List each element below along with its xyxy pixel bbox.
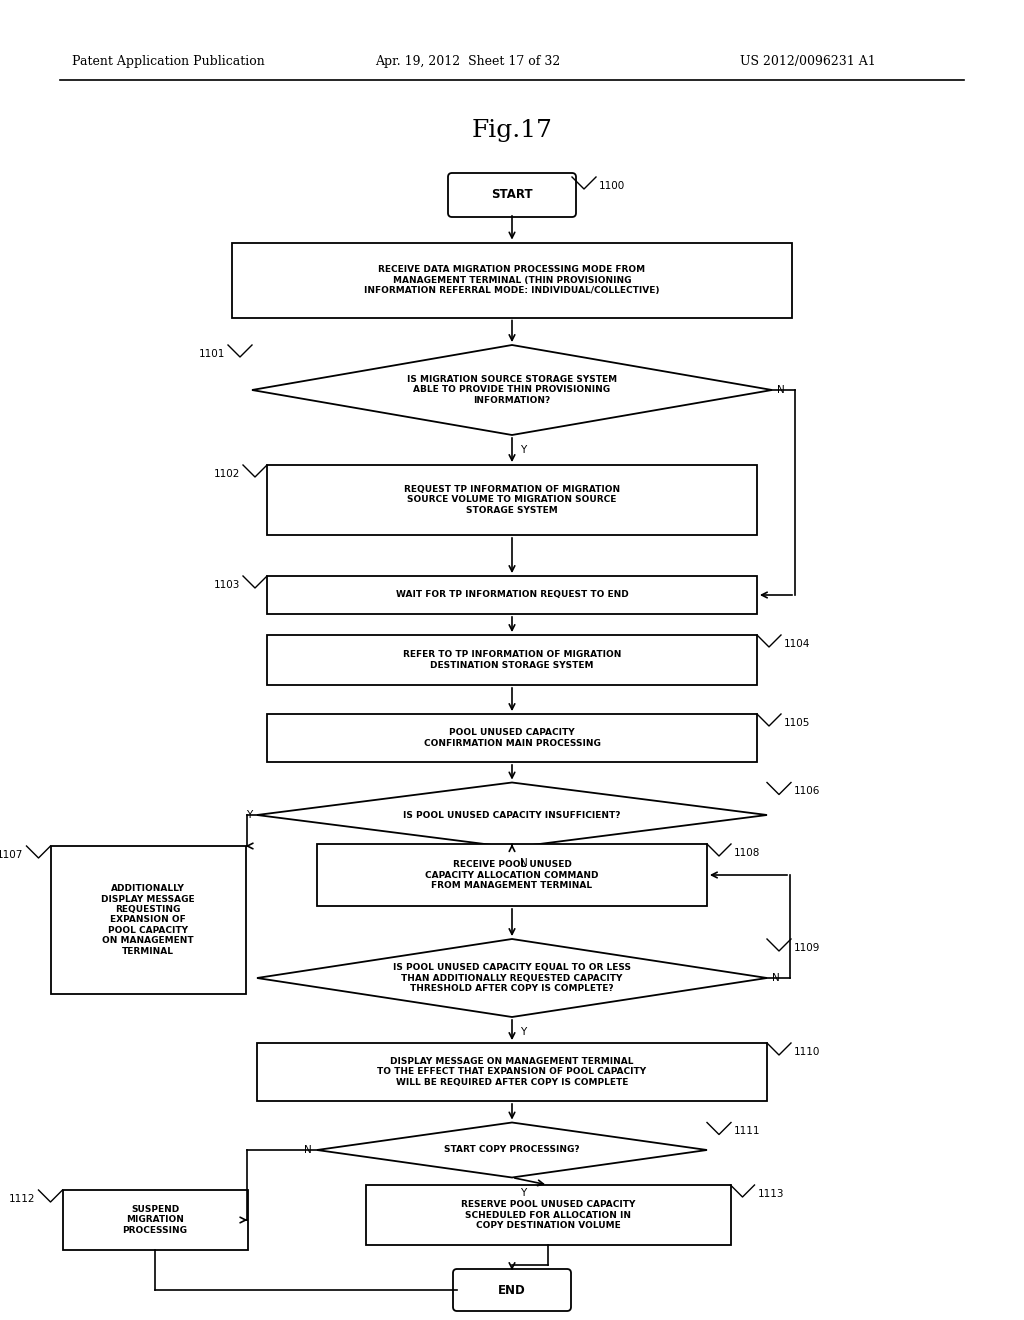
FancyBboxPatch shape — [453, 1269, 571, 1311]
Text: IS POOL UNUSED CAPACITY INSUFFICIENT?: IS POOL UNUSED CAPACITY INSUFFICIENT? — [403, 810, 621, 820]
Text: START: START — [492, 189, 532, 202]
Polygon shape — [257, 939, 767, 1016]
Bar — [267, 635, 757, 685]
Text: 1107: 1107 — [0, 850, 24, 861]
Text: END: END — [498, 1283, 526, 1296]
Text: ADDITIONALLY
DISPLAY MESSAGE
REQUESTING
EXPANSION OF
POOL CAPACITY
ON MANAGEMENT: ADDITIONALLY DISPLAY MESSAGE REQUESTING … — [101, 884, 195, 956]
Bar — [317, 843, 707, 906]
Text: 1102: 1102 — [214, 469, 240, 479]
Bar — [267, 714, 757, 762]
Bar — [257, 1043, 767, 1101]
Bar — [232, 243, 792, 318]
Text: Y: Y — [520, 445, 526, 455]
Text: 1109: 1109 — [794, 942, 820, 953]
Text: 1101: 1101 — [199, 348, 225, 359]
Bar — [50, 846, 246, 994]
Text: WAIT FOR TP INFORMATION REQUEST TO END: WAIT FOR TP INFORMATION REQUEST TO END — [395, 590, 629, 599]
Text: N: N — [772, 973, 779, 983]
Text: N: N — [520, 858, 527, 867]
Text: 1106: 1106 — [794, 787, 820, 796]
Text: RECEIVE DATA MIGRATION PROCESSING MODE FROM
MANAGEMENT TERMINAL (THIN PROVISIONI: RECEIVE DATA MIGRATION PROCESSING MODE F… — [365, 265, 659, 294]
Text: N: N — [777, 385, 784, 395]
Bar — [366, 1185, 730, 1245]
Text: IS MIGRATION SOURCE STORAGE SYSTEM
ABLE TO PROVIDE THIN PROVISIONING
INFORMATION: IS MIGRATION SOURCE STORAGE SYSTEM ABLE … — [407, 375, 617, 405]
Text: Y: Y — [520, 1188, 526, 1197]
Text: 1104: 1104 — [784, 639, 810, 649]
Bar — [267, 465, 757, 535]
Text: START COPY PROCESSING?: START COPY PROCESSING? — [444, 1146, 580, 1155]
Text: Fig.17: Fig.17 — [472, 119, 552, 141]
Text: POOL UNUSED CAPACITY
CONFIRMATION MAIN PROCESSING: POOL UNUSED CAPACITY CONFIRMATION MAIN P… — [424, 729, 600, 747]
Text: RESERVE POOL UNUSED CAPACITY
SCHEDULED FOR ALLOCATION IN
COPY DESTINATION VOLUME: RESERVE POOL UNUSED CAPACITY SCHEDULED F… — [461, 1200, 635, 1230]
Text: 1103: 1103 — [214, 579, 240, 590]
FancyBboxPatch shape — [449, 173, 575, 216]
Text: 1100: 1100 — [599, 181, 626, 191]
Text: 1113: 1113 — [758, 1189, 784, 1199]
Text: 1108: 1108 — [734, 847, 761, 858]
Text: N: N — [304, 1144, 312, 1155]
Polygon shape — [317, 1122, 707, 1177]
Text: 1112: 1112 — [9, 1195, 36, 1204]
Text: 1105: 1105 — [784, 718, 810, 729]
Text: 1111: 1111 — [734, 1126, 761, 1137]
Text: Y: Y — [246, 810, 252, 820]
Text: RECEIVE POOL UNUSED
CAPACITY ALLOCATION COMMAND
FROM MANAGEMENT TERMINAL: RECEIVE POOL UNUSED CAPACITY ALLOCATION … — [425, 861, 599, 890]
Text: US 2012/0096231 A1: US 2012/0096231 A1 — [740, 55, 876, 69]
Text: SUSPEND
MIGRATION
PROCESSING: SUSPEND MIGRATION PROCESSING — [123, 1205, 187, 1236]
Text: Apr. 19, 2012  Sheet 17 of 32: Apr. 19, 2012 Sheet 17 of 32 — [375, 55, 560, 69]
Bar — [62, 1191, 248, 1250]
Text: Patent Application Publication: Patent Application Publication — [72, 55, 265, 69]
Bar — [267, 576, 757, 614]
Polygon shape — [252, 345, 772, 436]
Text: 1110: 1110 — [794, 1047, 820, 1057]
Text: Y: Y — [520, 1027, 526, 1038]
Text: IS POOL UNUSED CAPACITY EQUAL TO OR LESS
THAN ADDITIONALLY REQUESTED CAPACITY
TH: IS POOL UNUSED CAPACITY EQUAL TO OR LESS… — [393, 964, 631, 993]
Polygon shape — [257, 783, 767, 847]
Text: DISPLAY MESSAGE ON MANAGEMENT TERMINAL
TO THE EFFECT THAT EXPANSION OF POOL CAPA: DISPLAY MESSAGE ON MANAGEMENT TERMINAL T… — [378, 1057, 646, 1086]
Text: REFER TO TP INFORMATION OF MIGRATION
DESTINATION STORAGE SYSTEM: REFER TO TP INFORMATION OF MIGRATION DES… — [402, 651, 622, 669]
Text: REQUEST TP INFORMATION OF MIGRATION
SOURCE VOLUME TO MIGRATION SOURCE
STORAGE SY: REQUEST TP INFORMATION OF MIGRATION SOUR… — [403, 486, 621, 515]
